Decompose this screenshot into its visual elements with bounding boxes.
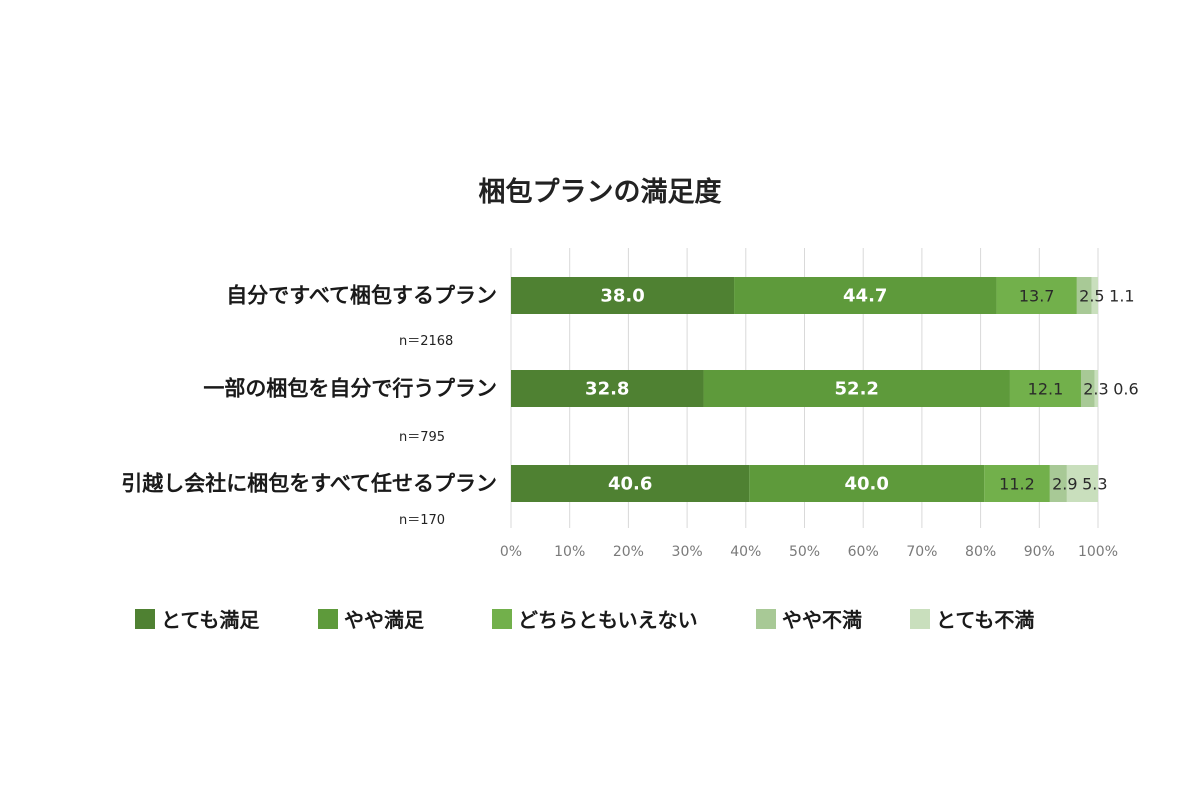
x-tick-label: 0% [500,544,522,560]
data-label: 1.1 [1109,287,1134,306]
data-label: 0.6 [1113,380,1138,399]
category-label: 一部の梱包を自分で行うプラン [203,377,497,401]
bar-segment [1049,465,1067,502]
x-tick-label: 10% [554,544,585,560]
bar-segment [1080,370,1095,407]
data-label: 12.1 [1028,380,1064,399]
legend-swatch [910,609,930,629]
bar-segment [511,465,750,502]
bar-segment [1094,370,1098,407]
category-labels: 自分ですべて梱包するプラン n＝2168 一部の梱包を自分で行うプラン n＝795 引越… [121,284,497,529]
data-label: 52.2 [835,379,879,400]
x-tick-label: 60% [848,544,879,560]
category-label: 自分ですべて梱包するプラン [226,284,497,308]
data-label: 38.0 [600,286,644,307]
legend-label: とても不満 [936,608,1034,632]
legend-label: とても満足 [161,608,260,632]
x-axis-ticks: 0% 10% 20% 30% 40% 50% 60% 70% 80% 90% 100% [500,544,1118,560]
legend-label: どちらともいえない [518,608,698,632]
data-label: 13.7 [1019,287,1055,306]
legend-label: やや不満 [782,608,862,632]
data-label: 40.6 [608,474,652,495]
data-label: 2.5 [1079,287,1104,306]
bars: 38.0 44.7 13.7 2.5 1.1 32.8 52.2 12.1 2.3 0.6 40.6… [511,277,1139,502]
x-tick-label: 100% [1078,544,1118,560]
bar-segment [734,277,997,314]
bar-segment [511,370,704,407]
legend-label: やや満足 [344,608,425,632]
bar-segment [749,465,985,502]
legend-swatch [135,609,155,629]
data-label: 5.3 [1082,475,1107,494]
x-tick-label: 70% [906,544,937,560]
bar-segment [1009,370,1081,407]
sample-size-label: n＝170 [399,513,445,528]
x-tick-label: 40% [730,544,761,560]
x-tick-label: 30% [672,544,703,560]
legend-swatch [318,609,338,629]
sample-size-label: n＝2168 [399,334,453,349]
legend-swatch [492,609,512,629]
data-label: 2.3 [1083,380,1108,399]
legend: とても満足 やや満足 どちらともいえない やや不満 とても不満 [135,608,1034,632]
bar-segment [996,277,1077,314]
data-label: 11.2 [999,475,1035,494]
data-label: 2.9 [1052,475,1077,494]
data-label: 40.0 [845,474,889,495]
x-tick-label: 90% [1024,544,1055,560]
bar-segment [511,277,735,314]
category-label: 引越し会社に梱包をすべて任せるプラン [121,472,497,496]
sample-size-label: n＝795 [399,430,445,445]
legend-swatch [756,609,776,629]
bar-segment [1076,277,1092,314]
bar-segment [1091,277,1098,314]
x-tick-label: 50% [789,544,820,560]
bar-segment [1066,465,1098,502]
chart-title: 梱包プランの満足度 [479,176,722,208]
data-label: 44.7 [843,286,887,307]
bar-segment [984,465,1050,502]
bar-segment [703,370,1010,407]
x-tick-label: 20% [613,544,644,560]
x-tick-label: 80% [965,544,996,560]
data-label: 32.8 [585,379,629,400]
